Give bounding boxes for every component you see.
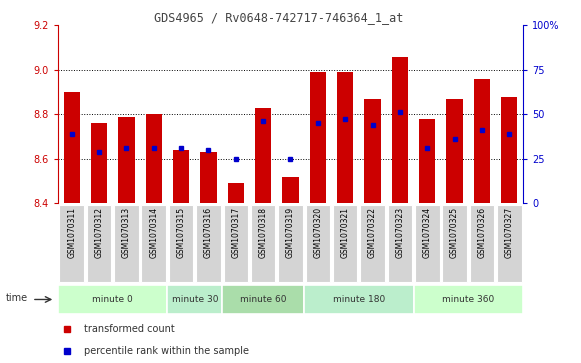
Text: GSM1070321: GSM1070321 — [340, 207, 350, 258]
FancyBboxPatch shape — [360, 205, 385, 282]
FancyBboxPatch shape — [278, 205, 303, 282]
FancyBboxPatch shape — [169, 205, 193, 282]
FancyBboxPatch shape — [469, 205, 494, 282]
FancyBboxPatch shape — [442, 205, 467, 282]
Bar — [173, 150, 189, 203]
Text: GSM1070327: GSM1070327 — [505, 207, 514, 258]
Text: GDS4965 / Rv0648-742717-746364_1_at: GDS4965 / Rv0648-742717-746364_1_at — [154, 11, 404, 24]
Text: minute 0: minute 0 — [92, 295, 133, 304]
FancyBboxPatch shape — [497, 205, 522, 282]
FancyBboxPatch shape — [167, 285, 222, 314]
Bar — [446, 99, 462, 203]
Bar — [419, 119, 435, 203]
Bar — [255, 108, 271, 203]
Text: minute 30: minute 30 — [171, 295, 218, 304]
Text: GSM1070312: GSM1070312 — [95, 207, 103, 258]
Bar — [474, 79, 490, 203]
Bar — [200, 152, 217, 203]
Text: minute 360: minute 360 — [442, 295, 494, 304]
FancyBboxPatch shape — [114, 205, 139, 282]
FancyBboxPatch shape — [333, 205, 357, 282]
Text: time: time — [6, 293, 28, 303]
FancyBboxPatch shape — [415, 205, 439, 282]
Text: GSM1070311: GSM1070311 — [67, 207, 76, 258]
Bar — [364, 99, 381, 203]
Text: GSM1070325: GSM1070325 — [450, 207, 459, 258]
Text: minute 180: minute 180 — [333, 295, 385, 304]
FancyBboxPatch shape — [222, 285, 304, 314]
Text: GSM1070320: GSM1070320 — [313, 207, 322, 258]
Bar — [337, 72, 353, 203]
FancyBboxPatch shape — [224, 205, 248, 282]
Text: GSM1070323: GSM1070323 — [395, 207, 404, 258]
FancyBboxPatch shape — [87, 205, 112, 282]
Bar — [91, 123, 107, 203]
Text: percentile rank within the sample: percentile rank within the sample — [84, 346, 249, 356]
Text: GSM1070315: GSM1070315 — [177, 207, 186, 258]
Bar — [310, 72, 326, 203]
Bar — [282, 177, 299, 203]
FancyBboxPatch shape — [304, 285, 414, 314]
FancyBboxPatch shape — [251, 205, 275, 282]
FancyBboxPatch shape — [388, 205, 412, 282]
Text: GSM1070324: GSM1070324 — [423, 207, 432, 258]
Text: GSM1070316: GSM1070316 — [204, 207, 213, 258]
Text: transformed count: transformed count — [84, 324, 174, 334]
Bar — [146, 114, 162, 203]
Text: GSM1070313: GSM1070313 — [122, 207, 131, 258]
FancyBboxPatch shape — [142, 205, 166, 282]
Text: minute 60: minute 60 — [240, 295, 286, 304]
Bar — [63, 92, 80, 203]
Bar — [501, 97, 518, 203]
Text: GSM1070319: GSM1070319 — [286, 207, 295, 258]
Text: GSM1070322: GSM1070322 — [368, 207, 377, 258]
FancyBboxPatch shape — [196, 205, 221, 282]
Text: GSM1070314: GSM1070314 — [149, 207, 158, 258]
Text: GSM1070326: GSM1070326 — [478, 207, 486, 258]
FancyBboxPatch shape — [414, 285, 523, 314]
Bar — [392, 57, 408, 203]
Text: GSM1070317: GSM1070317 — [231, 207, 241, 258]
FancyBboxPatch shape — [59, 205, 84, 282]
Text: GSM1070318: GSM1070318 — [259, 207, 268, 258]
Bar — [119, 117, 135, 203]
FancyBboxPatch shape — [306, 205, 330, 282]
FancyBboxPatch shape — [58, 285, 167, 314]
Bar — [228, 183, 244, 203]
